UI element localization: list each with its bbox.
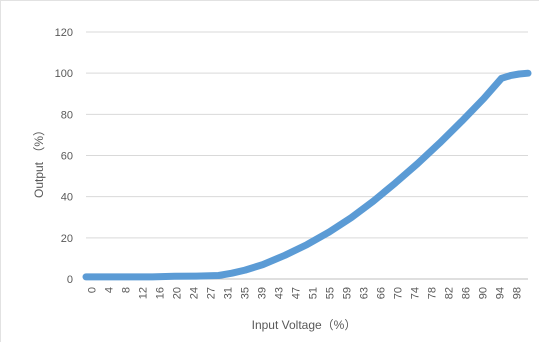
x-tick-label: 20 bbox=[172, 287, 184, 299]
x-tick-label: 66 bbox=[376, 287, 388, 299]
y-tick-label: 100 bbox=[55, 68, 73, 80]
x-tick-label: 24 bbox=[189, 287, 201, 299]
x-tick-label: 4 bbox=[104, 287, 116, 293]
x-tick-labels: 0 4 8 12 16 20 24 27 31 35 39 43 47 51 55 59 63 66 70 74 78 8… bbox=[87, 287, 524, 299]
y-tick-label: 120 bbox=[55, 27, 73, 39]
x-tick-label: 16 bbox=[155, 287, 167, 299]
gridlines bbox=[86, 31, 528, 280]
x-tick-label: 35 bbox=[240, 287, 252, 299]
x-tick-label: 8 bbox=[121, 287, 133, 293]
x-tick-label: 43 bbox=[274, 287, 286, 299]
x-tick-label: 74 bbox=[410, 287, 422, 299]
series-line bbox=[82, 69, 532, 281]
y-tick-label: 20 bbox=[61, 233, 73, 245]
y-tick-labels: 0 20 40 60 80 100 120 bbox=[55, 27, 73, 286]
x-tick-label: 63 bbox=[359, 287, 371, 299]
x-tick-label: 55 bbox=[325, 287, 337, 299]
y-tick-label: 80 bbox=[61, 109, 73, 121]
x-tick-label: 0 bbox=[87, 287, 99, 293]
y-tick-label: 0 bbox=[67, 274, 73, 286]
y-axis-title: Output （%） bbox=[32, 124, 46, 198]
x-tick-label: 90 bbox=[478, 287, 490, 299]
x-tick-label: 98 bbox=[512, 287, 524, 299]
x-tick-label: 27 bbox=[206, 287, 218, 299]
x-axis-title: Input Voltage（%） bbox=[252, 318, 357, 332]
y-tick-label: 40 bbox=[61, 192, 73, 204]
x-tick-label: 31 bbox=[223, 287, 235, 299]
x-tick-label: 51 bbox=[308, 287, 320, 299]
x-tick-label: 70 bbox=[393, 287, 405, 299]
x-tick-label: 47 bbox=[291, 287, 303, 299]
x-tick-label: 12 bbox=[138, 287, 150, 299]
x-tick-label: 82 bbox=[444, 287, 456, 299]
x-tick-label: 78 bbox=[427, 287, 439, 299]
x-tick-label: 86 bbox=[461, 287, 473, 299]
x-tick-label: 59 bbox=[342, 287, 354, 299]
x-tick-label: 94 bbox=[495, 287, 507, 299]
x-tick-label: 39 bbox=[257, 287, 269, 299]
series-layer bbox=[82, 69, 532, 281]
y-tick-label: 60 bbox=[61, 151, 73, 163]
